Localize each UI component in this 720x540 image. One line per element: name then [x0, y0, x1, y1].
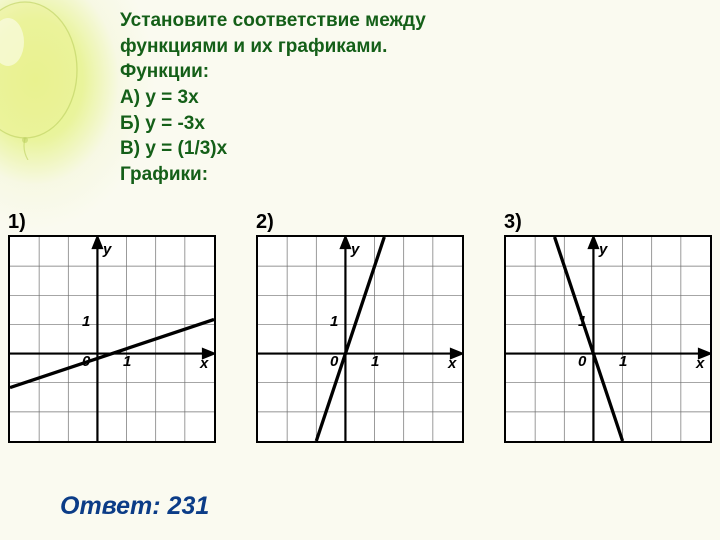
graph-3-grid: 0 1 1 x y: [504, 235, 712, 443]
graph-3-label: 3): [504, 211, 522, 234]
graph-3: 3) 0 1 1: [504, 235, 712, 443]
graph-1-xtick: 1: [123, 353, 131, 370]
graph-3-origin: 0: [578, 353, 586, 370]
graph-3-xtick: 1: [619, 353, 627, 370]
graph-3-ylabel: y: [599, 241, 607, 258]
task-line-2: функциями и их графиками.: [120, 34, 580, 60]
graph-1-ytick: 1: [82, 313, 90, 330]
task-text: Установите соответствие между функциями …: [120, 8, 580, 187]
graph-1-label: 1): [8, 211, 26, 234]
graph-2-grid: 0 1 1 x y: [256, 235, 464, 443]
balloon-decoration: [0, 0, 90, 160]
graph-2-ylabel: y: [351, 241, 359, 258]
graph-1-origin: 0: [82, 353, 90, 370]
task-line-5: Б) у = -3х: [120, 111, 580, 137]
graph-2-origin: 0: [330, 353, 338, 370]
task-line-4: А) у = 3х: [120, 85, 580, 111]
graph-2-xlabel: x: [448, 355, 456, 372]
task-line-3: Функции:: [120, 59, 580, 85]
graph-1-ylabel: y: [103, 241, 111, 258]
graph-1: 1) 0 1 1: [8, 235, 216, 443]
task-line-1: Установите соответствие между: [120, 8, 580, 34]
graph-3-ytick: 1: [578, 313, 586, 330]
graph-2: 2) 0 1 1: [256, 235, 464, 443]
graphs-row: 1) 0 1 1: [8, 235, 712, 443]
task-line-7: Графики:: [120, 162, 580, 188]
graph-2-xtick: 1: [371, 353, 379, 370]
graph-1-xlabel: x: [200, 355, 208, 372]
graph-2-label: 2): [256, 211, 274, 234]
task-line-6: В) у = (1/3)х: [120, 136, 580, 162]
graph-3-xlabel: x: [696, 355, 704, 372]
graph-2-ytick: 1: [330, 313, 338, 330]
graph-1-grid: 0 1 1 x y: [8, 235, 216, 443]
answer-text: Ответ: 231: [60, 492, 209, 521]
